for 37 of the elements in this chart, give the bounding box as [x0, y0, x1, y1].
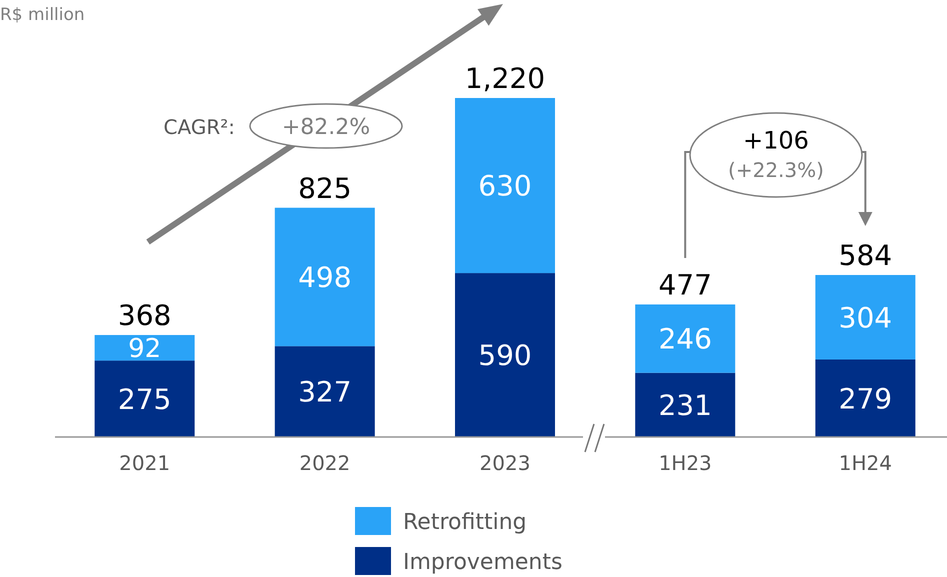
- x-tick-label: 1H24: [838, 451, 892, 475]
- bar: [274, 208, 375, 346]
- y-axis-title: R$ million: [0, 5, 85, 25]
- bar: [635, 304, 736, 373]
- legend-label: Improvements: [403, 550, 562, 575]
- total-label: 825: [298, 172, 352, 205]
- bar: [274, 346, 375, 437]
- data-label: 246: [658, 322, 712, 356]
- x-tick-label: 2023: [480, 451, 530, 475]
- annotation: (+22.3%): [728, 158, 824, 182]
- data-label: 279: [838, 382, 892, 416]
- data-label: 231: [658, 388, 712, 422]
- bar: [815, 275, 916, 360]
- data-label: 304: [838, 301, 892, 334]
- x-tick-label: 1H23: [658, 451, 712, 475]
- total-label: 1,220: [464, 62, 546, 95]
- total-label: 477: [658, 268, 712, 302]
- annotation: +82.2%: [282, 114, 370, 140]
- bar: [455, 273, 555, 437]
- bar: [815, 359, 916, 437]
- data-label: 92: [128, 334, 162, 364]
- x-tick-label: 2022: [299, 451, 350, 475]
- bar: [94, 360, 195, 437]
- annotation: +106: [743, 126, 809, 155]
- bar: [455, 98, 555, 274]
- data-label: 275: [118, 382, 172, 416]
- data-label: 327: [298, 376, 352, 409]
- data-label: 630: [478, 170, 532, 203]
- legend-label: Retrofitting: [403, 510, 527, 535]
- total-label: 368: [118, 299, 172, 332]
- data-label: 498: [298, 261, 352, 294]
- data-label: 590: [478, 339, 532, 372]
- bar: [94, 335, 195, 361]
- annotation: CAGR²:: [164, 115, 235, 140]
- bar: [635, 372, 736, 437]
- total-label: 584: [838, 239, 892, 272]
- x-tick-label: 2021: [119, 451, 170, 475]
